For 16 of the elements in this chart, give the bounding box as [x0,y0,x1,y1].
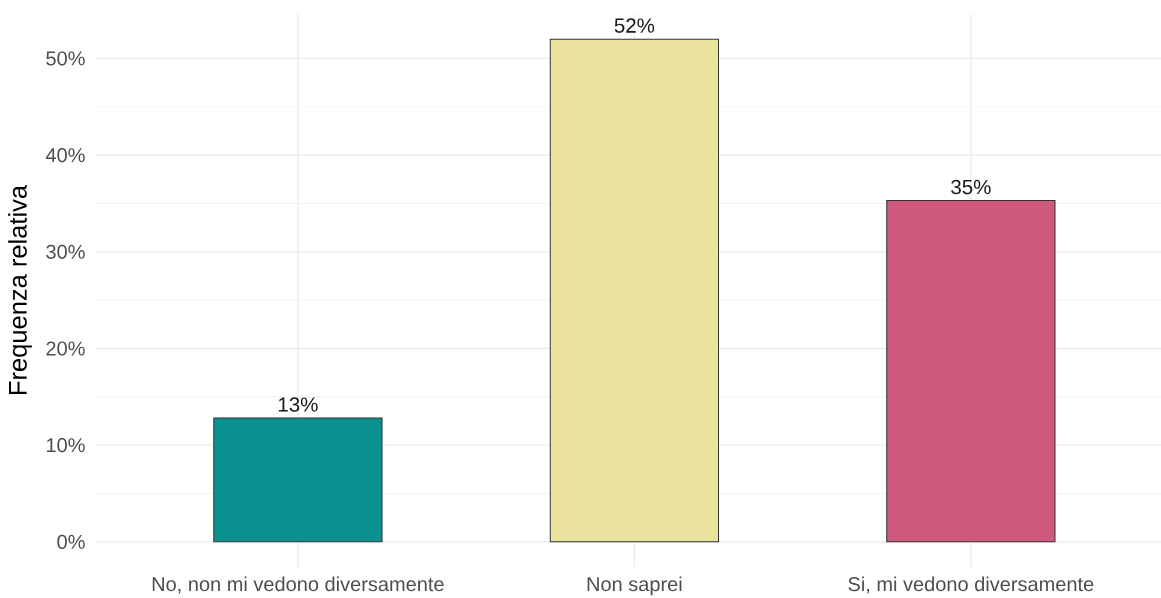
y-tick-label: 50% [46,51,85,66]
y-axis-title: Frequenza relativa [8,184,32,395]
data-label: 52% [614,18,655,33]
y-tick-label: 10% [46,438,85,453]
x-tick-label: Non saprei [587,576,682,596]
data-label: 35% [951,179,991,195]
y-tick-label: 0% [57,534,85,549]
x-tick-label: No, non mi vedono diversamente [152,576,444,594]
x-tick-label: Si, mi vedono diversamente [848,576,1094,594]
bar [213,417,383,543]
bar [549,38,720,543]
y-tick-label: 20% [46,341,85,356]
bar [886,200,1056,543]
data-label: 13% [278,397,318,412]
y-tick-label: 40% [45,148,85,163]
y-tick-label: 30% [46,244,85,259]
